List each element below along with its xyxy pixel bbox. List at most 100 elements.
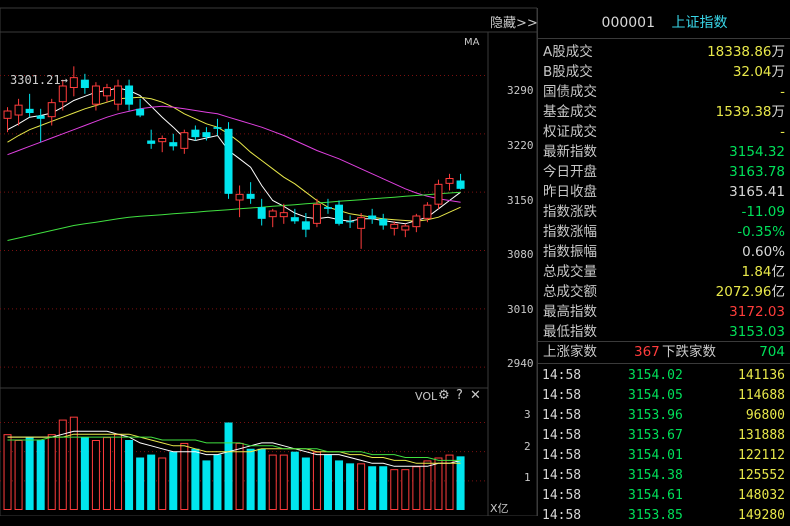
- candle-body: [3, 110, 12, 119]
- stat-value: 1539.38: [715, 104, 772, 120]
- vma10-line: [7, 433, 461, 464]
- kline-chart[interactable]: [0, 0, 537, 516]
- stat-value: 3165.41: [729, 184, 785, 200]
- stat-row: A股成交 18338.86万: [538, 42, 790, 62]
- stat-label: 今日开盘: [543, 164, 597, 180]
- stat-value: 1.84: [741, 264, 772, 280]
- price-tick: 3220: [507, 139, 534, 152]
- volume-bar: [357, 463, 366, 511]
- volume-bar: [401, 469, 410, 510]
- quote-panel: 000001 上证指数 A股成交 18338.86万 B股成交 32.04万 国债成交 -…: [537, 8, 790, 523]
- stat-value-wrap: 3163.78: [729, 162, 785, 182]
- stat-unit: 万: [771, 104, 786, 120]
- volume-bar: [257, 448, 266, 510]
- stat-row: 基金成交 1539.38万: [538, 102, 790, 122]
- volume-bar: [14, 440, 23, 510]
- divider: [538, 363, 790, 364]
- stat-row: 指数涨幅 -0.35%: [538, 222, 790, 242]
- up-count-label: 上涨家数: [543, 344, 597, 360]
- candle-body: [125, 85, 134, 105]
- price-tick: 3290: [507, 84, 534, 97]
- trade-price: 3154.01: [628, 448, 683, 463]
- stat-value: 3153.03: [729, 324, 785, 340]
- trade-time: 14:58: [542, 408, 582, 423]
- chart-frame: [0, 7, 537, 516]
- vma20-line: [7, 436, 461, 461]
- stat-label: 国债成交: [543, 84, 597, 100]
- volume-bar: [158, 457, 167, 510]
- stat-label: B股成交: [543, 64, 593, 80]
- ma-label: MA: [464, 37, 480, 48]
- price-tick: 2940: [507, 357, 534, 370]
- hide-panel-button[interactable]: 隐藏>>: [490, 16, 538, 31]
- advance-decline-row: 上涨家数 367 下跌家数 704: [538, 342, 790, 362]
- divider: [538, 38, 790, 39]
- volume-bar: [346, 463, 355, 510]
- close-icon[interactable]: ✕: [470, 388, 481, 403]
- stat-label: 权证成交: [543, 124, 597, 140]
- ma5-line: [7, 87, 461, 225]
- candle-body: [368, 215, 377, 219]
- down-count-label: 下跌家数: [662, 344, 716, 360]
- stat-unit: 万: [771, 64, 786, 80]
- trade-time: 14:58: [542, 388, 582, 403]
- trade-row: 14:58 3154.05 114688: [538, 386, 790, 406]
- volume-bar: [180, 442, 189, 510]
- trade-time: 14:58: [542, 368, 582, 383]
- stat-label: A股成交: [543, 44, 593, 60]
- candle-body: [357, 217, 366, 229]
- high-marker-label: 3301.21→: [10, 73, 68, 87]
- candle-body: [36, 115, 45, 119]
- candle-body: [434, 183, 443, 205]
- trade-time: 14:58: [542, 488, 582, 503]
- volume-tick: 2: [524, 440, 531, 453]
- stat-label: 最低指数: [543, 324, 597, 340]
- trade-row: 14:58 3153.96 96800: [538, 406, 790, 426]
- stat-value: -: [780, 84, 785, 100]
- stat-label: 基金成交: [543, 104, 597, 120]
- stat-label: 指数涨幅: [543, 224, 597, 240]
- volume-bar: [224, 422, 233, 510]
- stat-label: 总成交额: [543, 284, 597, 300]
- volume-bar: [290, 451, 299, 510]
- trade-time: 14:58: [542, 448, 582, 463]
- trade-row: 14:58 3154.01 122112: [538, 446, 790, 466]
- gear-icon[interactable]: ⚙: [438, 388, 450, 403]
- stat-row: 昨日收盘 3165.41: [538, 182, 790, 202]
- volume-bar: [323, 454, 332, 510]
- help-icon[interactable]: ?: [456, 388, 463, 403]
- stat-value: 0.60%: [742, 244, 785, 260]
- volume-bar: [69, 416, 78, 510]
- panel-header[interactable]: 000001 上证指数: [538, 8, 790, 38]
- trade-volume: 96800: [745, 408, 785, 423]
- candle-body: [456, 180, 465, 189]
- volume-ma-lines: [7, 430, 461, 467]
- volume-bar: [390, 469, 399, 510]
- volume-bar: [114, 434, 123, 510]
- stat-row: 权证成交 -: [538, 122, 790, 142]
- stat-value-wrap: -0.35%: [737, 222, 785, 242]
- candle-body: [91, 85, 100, 105]
- candle-body: [102, 87, 111, 97]
- candle-body: [301, 221, 310, 230]
- candle-body: [445, 178, 454, 184]
- trade-price: 3154.61: [628, 488, 683, 503]
- volume-bar: [25, 437, 34, 510]
- volume-bar: [335, 460, 344, 510]
- candle-body: [14, 104, 23, 116]
- candle-body: [180, 132, 189, 149]
- stat-label: 昨日收盘: [543, 184, 597, 200]
- candle-body: [246, 193, 255, 199]
- volume-bar: [279, 454, 288, 511]
- volume-bar: [147, 454, 156, 510]
- trade-volume: 141136: [738, 368, 785, 383]
- volume-bar: [202, 460, 211, 510]
- chart-grid: [0, 7, 537, 516]
- candle-body: [191, 129, 200, 138]
- stat-value-wrap: -: [780, 122, 785, 142]
- candle-body: [323, 207, 332, 209]
- trade-volume: 114688: [738, 388, 785, 403]
- trade-row: 14:58 3153.67 131888: [538, 426, 790, 446]
- candle-body: [202, 132, 211, 138]
- trade-row: 14:58 3154.02 141136: [538, 366, 790, 386]
